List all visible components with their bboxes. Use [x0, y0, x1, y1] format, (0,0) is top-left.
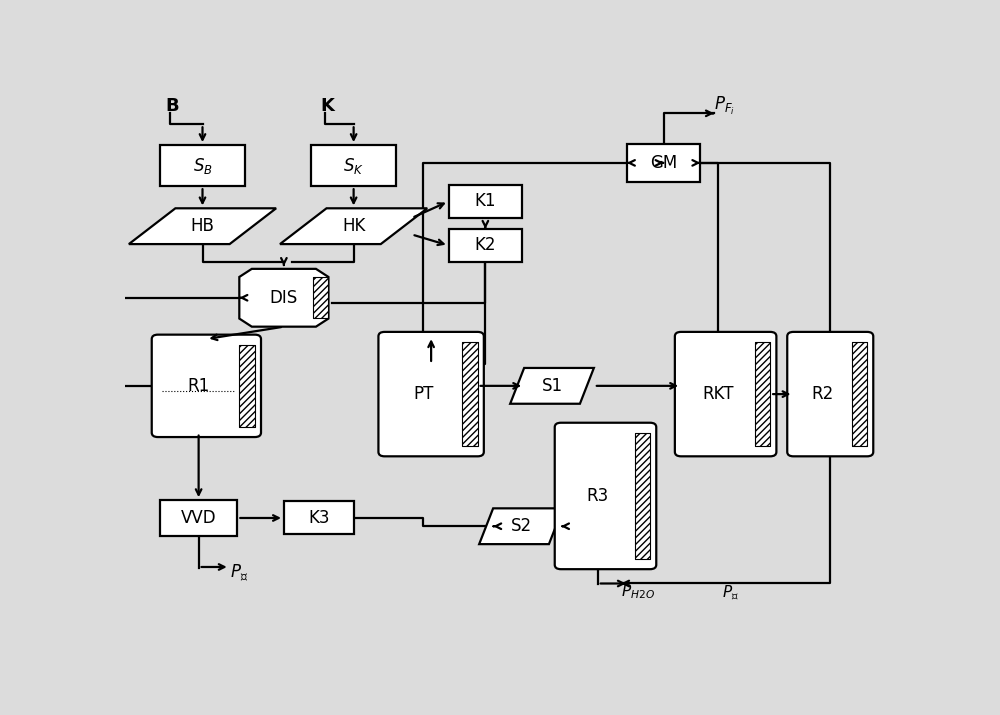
Polygon shape [280, 208, 427, 244]
Polygon shape [129, 208, 276, 244]
Bar [313, 277, 328, 318]
Text: R3: R3 [587, 487, 609, 505]
Text: R1: R1 [188, 377, 210, 395]
Text: $S_K$: $S_K$ [343, 156, 364, 176]
Text: K1: K1 [475, 192, 496, 210]
Bar [635, 433, 650, 559]
Text: $S_B$: $S_B$ [193, 156, 212, 176]
Text: K3: K3 [308, 509, 330, 527]
Polygon shape [510, 368, 594, 404]
Text: S1: S1 [541, 377, 563, 395]
FancyBboxPatch shape [378, 332, 484, 456]
Text: R2: R2 [811, 385, 834, 403]
Text: PT: PT [413, 385, 434, 403]
FancyBboxPatch shape [555, 423, 656, 569]
Bar [755, 342, 770, 446]
Polygon shape [479, 508, 563, 544]
Bar [755, 342, 770, 446]
Text: $\mathbf{B}$: $\mathbf{B}$ [165, 97, 180, 114]
Text: HB: HB [191, 217, 214, 235]
Text: S2: S2 [510, 517, 532, 536]
Text: $\mathbf{K}$: $\mathbf{K}$ [320, 97, 337, 114]
Bar [627, 144, 700, 182]
Bar [311, 145, 396, 187]
Bar [462, 342, 478, 446]
Text: GM: GM [650, 154, 677, 172]
Text: K2: K2 [475, 237, 496, 255]
Bar [239, 345, 255, 427]
Bar [462, 342, 478, 446]
Polygon shape [239, 269, 328, 327]
FancyBboxPatch shape [787, 332, 873, 456]
Bar [852, 342, 867, 446]
Bar [449, 229, 522, 262]
Text: RKT: RKT [702, 385, 734, 403]
Text: VVD: VVD [181, 509, 216, 527]
Bar [635, 433, 650, 559]
Bar [239, 345, 255, 427]
Bar [284, 501, 354, 535]
Bar [313, 277, 328, 318]
Bar [852, 342, 867, 446]
Bar [160, 145, 245, 187]
Text: $P_{H2O}$: $P_{H2O}$ [621, 583, 655, 601]
Text: $P_{油}$: $P_{油}$ [722, 583, 739, 602]
FancyBboxPatch shape [152, 335, 261, 437]
Text: $P_{F_i}$: $P_{F_i}$ [714, 94, 735, 117]
Text: DIS: DIS [270, 289, 298, 307]
Bar [160, 500, 237, 536]
Bar [449, 185, 522, 218]
Text: $P_{炭}$: $P_{炭}$ [230, 562, 248, 583]
Text: HK: HK [342, 217, 365, 235]
FancyBboxPatch shape [675, 332, 776, 456]
